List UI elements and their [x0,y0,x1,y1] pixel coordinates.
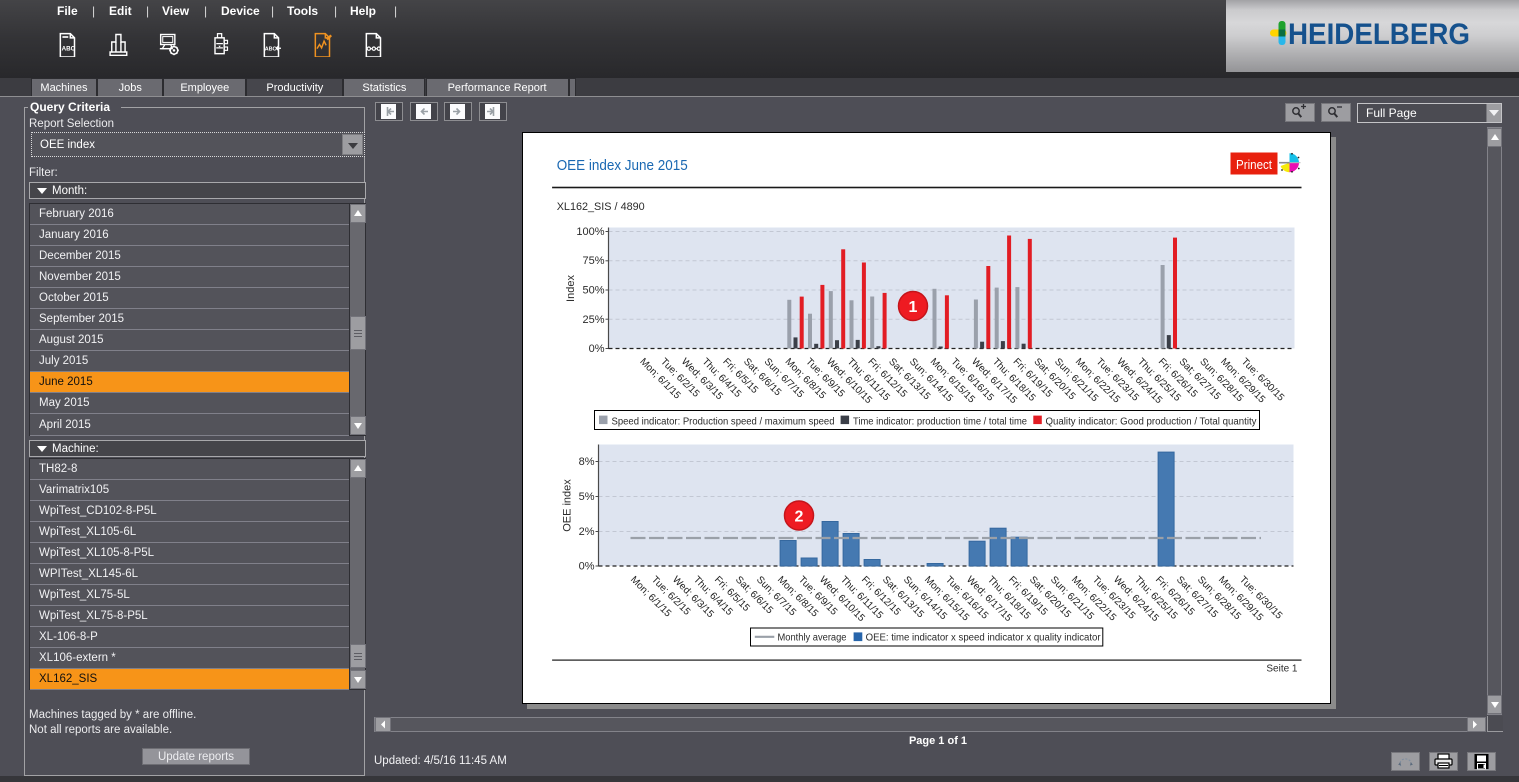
svg-text:1: 1 [908,299,917,316]
svg-text:Seite 1: Seite 1 [1266,663,1298,674]
svg-text:25%: 25% [582,313,604,325]
svg-text:75%: 75% [582,255,604,267]
svg-text:Time indicator: production tim: Time indicator: production time / total … [853,416,1028,427]
svg-text:Index: Index [565,274,577,301]
svg-text:OEE index: OEE index [561,478,573,531]
svg-text:OEE index June 2015: OEE index June 2015 [556,157,687,174]
svg-text:HEIDELBERG: HEIDELBERG [1288,18,1470,51]
svg-text:ABC: ABC [62,45,76,52]
svg-text:8%: 8% [578,456,594,468]
svg-text:2%: 2% [578,526,594,538]
svg-text:2: 2 [794,508,803,525]
svg-text:XL162_SIS / 4890: XL162_SIS / 4890 [556,201,644,213]
svg-text:OEE: time indicator x speed in: OEE: time indicator x speed indicator x … [865,632,1101,643]
svg-text:5%: 5% [578,491,594,503]
svg-text:0%: 0% [578,560,594,572]
svg-text:Monthly average: Monthly average [777,632,847,643]
svg-text:Quality indicator: Good produc: Quality indicator: Good production / Tot… [1045,416,1256,427]
svg-text:0%: 0% [588,343,604,355]
svg-text:100%: 100% [576,226,604,238]
svg-text:ABC: ABC [265,46,277,52]
svg-text:50%: 50% [582,284,604,296]
svg-text:Prinect: Prinect [1236,156,1272,171]
svg-text:Speed indicator: Production sp: Speed indicator: Production speed / maxi… [611,416,834,427]
